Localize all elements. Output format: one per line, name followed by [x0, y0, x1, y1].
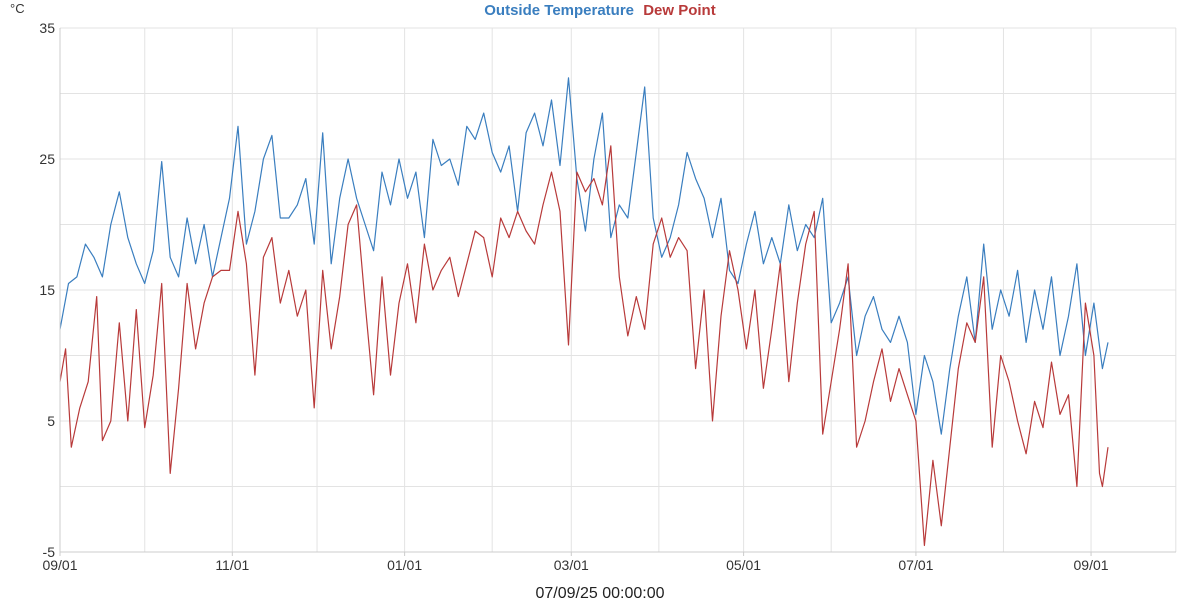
legend-dew-point: Dew Point	[643, 2, 716, 19]
y-tick-label: 5	[47, 413, 55, 429]
series-line-outside-temperature	[59, 77, 1109, 435]
chart-legend: Outside Temperature Dew Point	[484, 2, 715, 19]
chart-timestamp-label: 07/09/25 00:00:00	[535, 585, 664, 600]
y-tick-label: 25	[39, 151, 55, 167]
y-axis-unit-label: °C	[10, 1, 25, 16]
series-layer	[59, 77, 1109, 547]
y-tick-label: 35	[39, 20, 55, 36]
x-tick-label: 09/01	[1074, 557, 1109, 573]
x-tick-label: 05/01	[726, 557, 761, 573]
series-line-dew-point	[59, 145, 1109, 547]
y-tick-label: -5	[43, 544, 56, 560]
x-tick-label: 09/01	[42, 557, 77, 573]
legend-outside-temperature: Outside Temperature	[484, 2, 634, 19]
x-tick-label: 03/01	[554, 557, 589, 573]
x-tick-label: 11/01	[215, 557, 249, 573]
x-tick-label: 01/01	[387, 557, 422, 573]
x-tick-label: 07/01	[898, 557, 933, 573]
chart-grid	[59, 27, 1177, 553]
y-tick-label: 15	[39, 282, 55, 298]
